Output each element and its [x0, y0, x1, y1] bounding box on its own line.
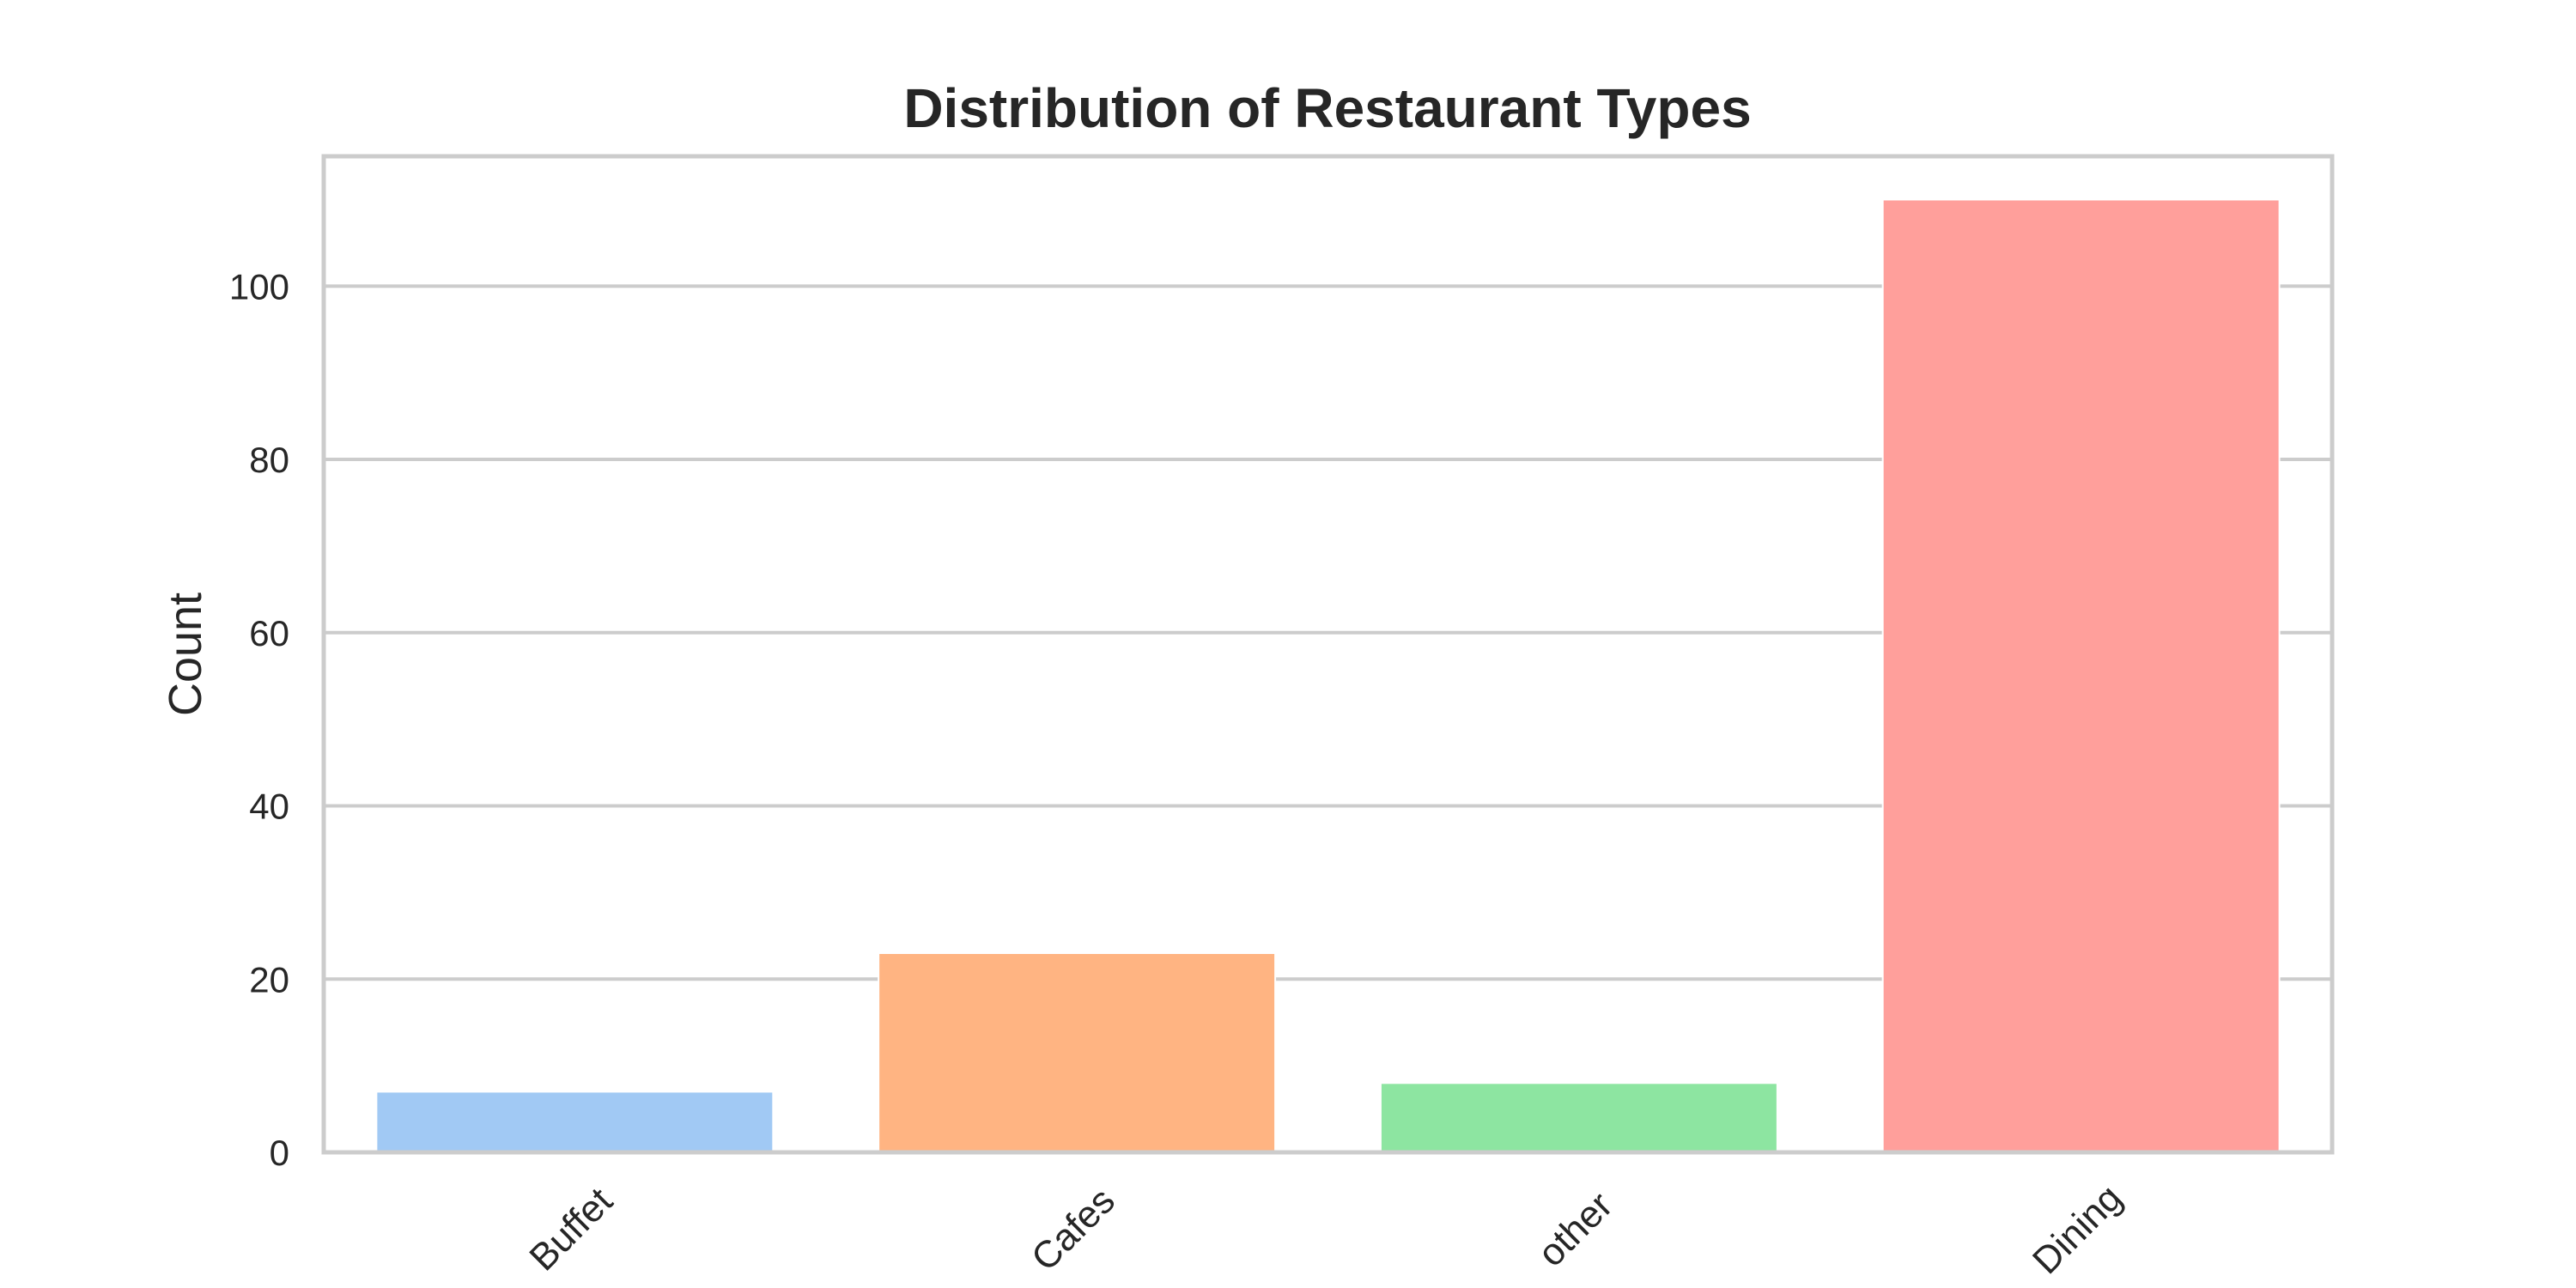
x-tick-label: Cafes: [1024, 1180, 1123, 1279]
y-tick-label: 0: [270, 1133, 289, 1173]
x-tick-label: other: [1530, 1184, 1621, 1275]
chart-title: Distribution of Restaurant Types: [903, 77, 1751, 139]
y-tick-label: 60: [249, 613, 289, 653]
bar-cafes: [878, 952, 1277, 1153]
x-tick-labels: Buffet Cafes other Dining: [521, 1176, 2129, 1282]
bars: [375, 198, 2281, 1154]
y-tick-label: 20: [249, 959, 289, 999]
y-tick-labels: 0 20 40 60 80 100: [229, 266, 289, 1173]
bar-other: [1379, 1082, 1778, 1153]
plot-frame: [321, 154, 2335, 1155]
y-axis-label: Count: [160, 592, 211, 716]
x-tick-label: Dining: [2025, 1176, 2130, 1282]
x-tick-label: Buffet: [521, 1180, 620, 1279]
bar-buffet: [375, 1091, 775, 1154]
y-tick-label: 100: [229, 266, 289, 307]
y-tick-label: 40: [249, 787, 289, 827]
bar-dining: [1881, 198, 2281, 1153]
y-tick-label: 80: [249, 440, 289, 480]
